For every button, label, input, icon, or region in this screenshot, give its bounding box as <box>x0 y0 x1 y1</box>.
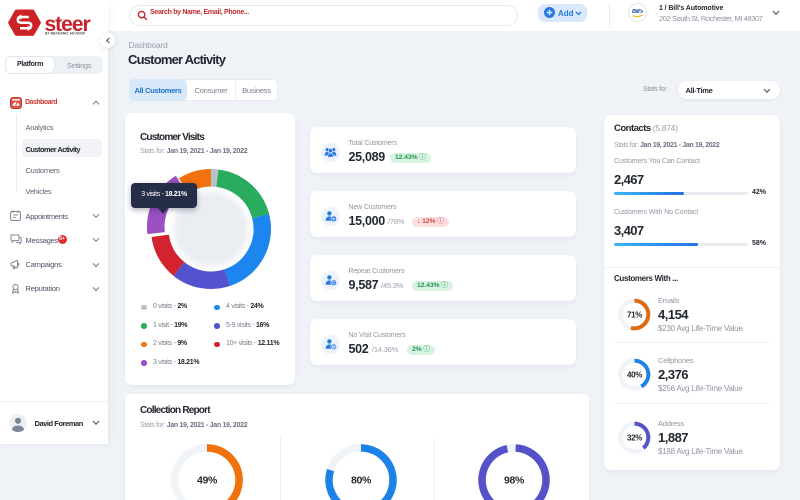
svg-text:40%: 40% <box>627 370 642 379</box>
svg-text:Bill's: Bill's <box>632 9 643 15</box>
svg-text:49%: 49% <box>197 475 218 487</box>
svg-text:32%: 32% <box>627 433 642 442</box>
svg-text:71%: 71% <box>627 310 642 319</box>
svg-text:steer: steer <box>45 13 91 36</box>
svg-text:BY MECHANIC ADVISOR: BY MECHANIC ADVISOR <box>45 32 86 36</box>
svg-text:80%: 80% <box>351 475 372 487</box>
svg-text:98%: 98% <box>504 475 525 487</box>
